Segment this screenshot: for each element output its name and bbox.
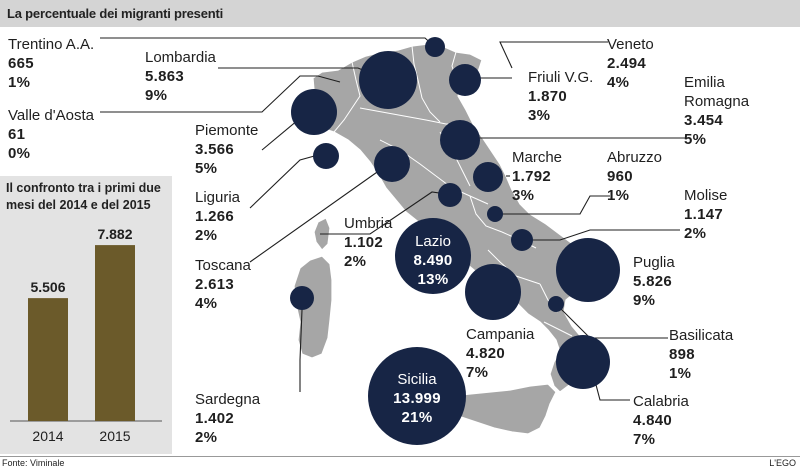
label-piemonte: Piemonte 3.566 5% [195,122,259,177]
comparison-bars: 5.506 2014 7.882 2015 [10,226,162,444]
label-lombardia: Lombardia 5.863 9% [145,49,216,104]
comparison-title: Il confronto tra i primi due mesi del 20… [6,181,161,212]
bubble-abruzzo [487,206,503,222]
label-molise: Molise 1.147 2% [684,187,728,242]
bubble-piemonte [291,89,337,135]
label-marche: Marche 1.792 3% [512,149,563,204]
bar-category-label-2015: 2015 [99,428,130,444]
label-puglia: Puglia 5.826 9% [633,254,675,309]
bubble-lazio [395,218,471,294]
label-umbria: Umbria 1.102 2% [344,215,393,270]
footer-divider [0,456,800,457]
bar-2015 [95,245,135,421]
label-abruzzo: Abruzzo 960 1% [607,149,663,204]
label-liguria: Liguria 1.266 2% [195,189,241,244]
label-toscana: Toscana 2.613 4% [195,257,251,312]
bubble-toscana [374,146,410,182]
bubble-marche [473,162,503,192]
sicily-shape [435,383,557,435]
label-veneto: Veneto 2.494 4% [607,36,654,91]
bar-value-label-2014: 5.506 [30,279,65,295]
bubble-sicilia [368,347,466,445]
label-campania: Campania 4.820 7% [466,326,535,381]
credit-note: L'EGO [769,458,796,468]
label-sardegna: Sardegna 1.402 2% [195,391,261,446]
label-valle-daosta: Valle d'Aosta 61 0% [8,107,94,162]
sardinia-shape [293,255,333,359]
label-lazio: Lazio 8.490 13% [413,233,453,288]
bubble-veneto [449,64,481,96]
label-basilicata: Basilicata 898 1% [669,327,734,382]
bubble-puglia [556,238,620,302]
bubble-lombardia [359,51,417,109]
label-friuli: Friuli V.G. 1.870 3% [528,69,594,124]
source-note: Fonte: Viminale [2,458,65,468]
bubble-basilicata [548,296,564,312]
bubble-sardegna [290,286,314,310]
label-sicilia: Sicilia 13.999 21% [393,371,441,426]
bar-value-label-2015: 7.882 [97,226,132,242]
bar-2014 [28,298,68,421]
bubble-trentino [425,37,445,57]
bar-category-label-2014: 2014 [32,428,63,444]
bubble-molise [511,229,533,251]
page-title: La percentuale dei migranti presenti [7,6,224,21]
label-emilia-romagna: Emilia Romagna 3.454 5% [684,74,750,148]
bubble-liguria [313,143,339,169]
bubble-campania [465,264,521,320]
bubble-umbria [438,183,462,207]
label-trentino: Trentino A.A. 665 1% [8,36,95,91]
bubble-emilia-romagna [440,120,480,160]
label-calabria: Calabria 4.840 7% [633,393,689,448]
bubbles [290,37,620,445]
bubble-calabria [556,335,610,389]
header-bar [0,0,800,27]
italy-mainland-shape [303,43,613,393]
